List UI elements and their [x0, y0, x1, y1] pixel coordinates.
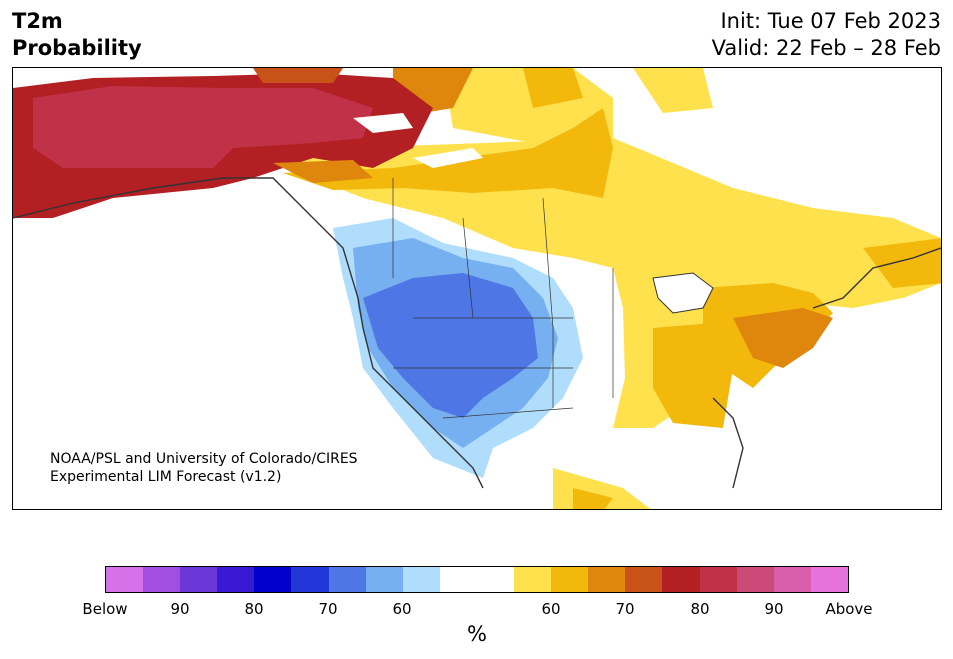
colorbar-cell: [514, 567, 552, 592]
colorbar-cell: [736, 567, 774, 592]
colorbar-cell: [551, 567, 589, 592]
forecast-dates: Init: Tue 07 Feb 2023 Valid: 22 Feb – 28…: [712, 8, 941, 62]
colorbar-tick-label: Below: [82, 600, 128, 618]
colorbar-cell: [773, 567, 811, 592]
colorbar-cell: [810, 567, 848, 592]
colorbar-tick-label: 60: [541, 600, 561, 618]
title-variable: T2m: [12, 9, 63, 33]
credit-line-2: Experimental LIM Forecast (v1.2): [50, 469, 282, 485]
colorbar-cell: [699, 567, 737, 592]
forecast-map: NOAA/PSL and University of Colorado/CIRE…: [12, 67, 942, 510]
colorbar-cell: [662, 567, 700, 592]
colorbar-cell: [476, 567, 515, 592]
colorbar-tick-label: Above: [825, 600, 873, 618]
colorbar-tick-label: 90: [170, 600, 190, 618]
region-above-60: [263, 138, 941, 428]
valid-range: Valid: 22 Feb – 28 Feb: [711, 36, 941, 60]
colorbar-cell: [625, 567, 663, 592]
colorbar-cell: [217, 567, 255, 592]
region-above-80: [33, 86, 373, 168]
init-date: Init: Tue 07 Feb 2023: [720, 9, 941, 33]
colorbar-cell: [588, 567, 626, 592]
colorbar-tick-label: 70: [318, 600, 338, 618]
title-type: Probability: [12, 36, 142, 60]
colorbar-tick-label: 90: [764, 600, 784, 618]
colorbar-unit: %: [467, 622, 487, 646]
colorbar-cell: [180, 567, 218, 592]
map-canvas: [13, 68, 941, 509]
credit-text: NOAA/PSL and University of Colorado/CIRE…: [50, 450, 358, 486]
colorbar-cell: [106, 567, 144, 592]
colorbar-tick-label: 80: [690, 600, 710, 618]
colorbar-tick-label: 70: [615, 600, 635, 618]
region-below-70: [363, 273, 538, 418]
coastline: [13, 177, 941, 489]
probability-colorbar: [105, 566, 849, 593]
colorbar-cell: [291, 567, 329, 592]
colorbar-cell: [365, 567, 403, 592]
colorbar-cell: [254, 567, 292, 592]
colorbar-cell: [143, 567, 181, 592]
colorbar-cell: [439, 567, 477, 592]
colorbar-tick-label: 80: [244, 600, 264, 618]
great-lakes: [652, 272, 714, 314]
colorbar-tick-label: 60: [392, 600, 412, 618]
state-borders: [392, 178, 614, 419]
colorbar-cell: [328, 567, 366, 592]
map-title: T2m Probability: [12, 8, 142, 62]
colorbar-cell: [402, 567, 440, 592]
credit-line-1: NOAA/PSL and University of Colorado/CIRE…: [50, 451, 358, 467]
region-above-75-east: [733, 308, 833, 368]
